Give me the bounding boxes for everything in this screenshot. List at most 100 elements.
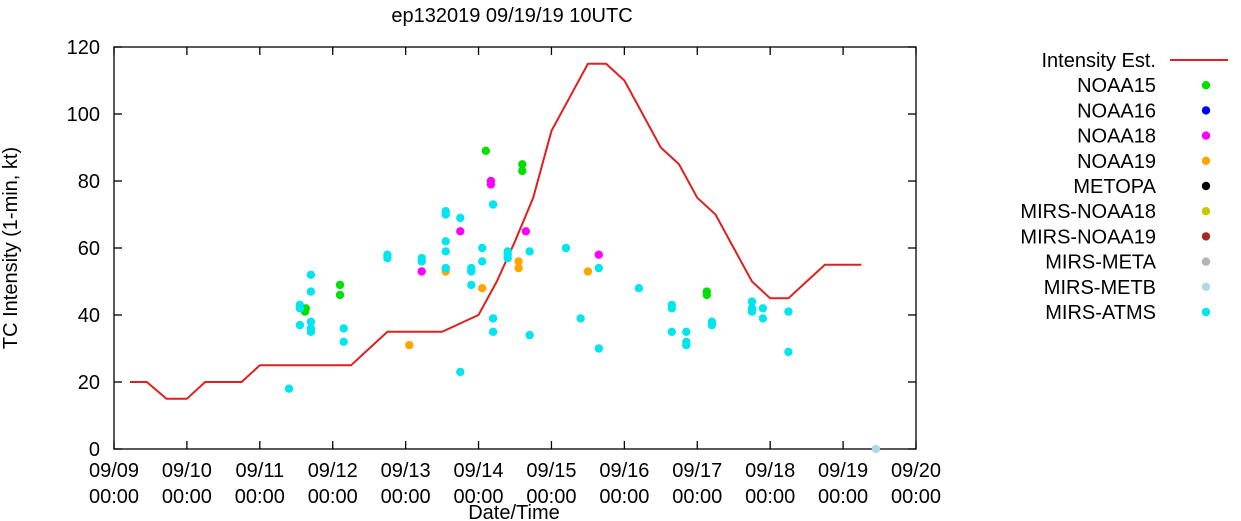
legend-swatch-mirs-noaa18 bbox=[1201, 207, 1211, 216]
mirs-atms-point bbox=[576, 314, 585, 323]
mirs-atms-point bbox=[383, 253, 392, 263]
noaa19-point bbox=[583, 267, 593, 276]
x-tick-time: 00:00 bbox=[818, 486, 868, 508]
mirs-atms-point bbox=[456, 367, 465, 377]
y-tick-label: 40 bbox=[78, 305, 100, 327]
x-tick-date: 09/13 bbox=[381, 460, 431, 482]
mirs-atms-point bbox=[682, 340, 691, 350]
mirs-atms-point bbox=[441, 237, 450, 246]
legend-label-noaa19: NOAA19 bbox=[1077, 151, 1156, 173]
mirs-atms-point bbox=[707, 320, 717, 330]
mirs-atms-point bbox=[478, 243, 487, 253]
x-tick-time: 00:00 bbox=[891, 486, 941, 508]
legend-swatch-mirs-noaa19 bbox=[1201, 232, 1211, 241]
noaa18-point bbox=[456, 227, 465, 236]
mirs-atms-point bbox=[594, 263, 603, 273]
intensity-line-layer bbox=[130, 62, 862, 400]
mirs-atms-point bbox=[467, 280, 476, 290]
point-layer bbox=[284, 146, 881, 454]
mirs-atms-point bbox=[488, 200, 498, 209]
mirs-atms-point bbox=[284, 384, 294, 393]
x-tick-time: 00:00 bbox=[745, 486, 795, 508]
x-tick-date: 09/16 bbox=[599, 460, 649, 482]
x-tick-date: 09/12 bbox=[308, 460, 358, 482]
mirs-atms-point bbox=[594, 344, 603, 353]
mirs-atms-point bbox=[488, 314, 498, 323]
noaa19-point bbox=[514, 257, 523, 266]
legend-label-mirs-noaa19: MIRS-NOAA19 bbox=[1020, 226, 1156, 248]
x-tick-time: 00:00 bbox=[162, 486, 212, 508]
mirs-atms-point bbox=[634, 284, 644, 293]
mirs-atms-point bbox=[295, 320, 305, 330]
x-tick-date: 09/09 bbox=[89, 460, 139, 482]
noaa15-point bbox=[481, 146, 490, 155]
legend-label-noaa16: NOAA16 bbox=[1077, 100, 1156, 122]
y-tick-label: 120 bbox=[67, 37, 100, 59]
plot-frame bbox=[113, 46, 917, 450]
noaa15-point bbox=[702, 290, 711, 300]
legend-label-noaa18: NOAA18 bbox=[1077, 126, 1156, 148]
noaa18-point bbox=[486, 180, 496, 189]
x-tick-time: 00:00 bbox=[308, 486, 358, 508]
legend-label-noaa15: NOAA15 bbox=[1077, 75, 1156, 97]
mirs-atms-point bbox=[758, 314, 768, 323]
legend-swatch-noaa15 bbox=[1201, 81, 1211, 90]
noaa19-point bbox=[405, 340, 414, 350]
mirs-atms-point bbox=[467, 267, 476, 276]
x-tick-date: 09/17 bbox=[672, 460, 722, 482]
mirs-atms-point bbox=[456, 213, 465, 223]
legend-swatch-noaa18 bbox=[1201, 131, 1211, 140]
legend-swatch-mirs-metb bbox=[1201, 282, 1211, 291]
mirs-atms-point bbox=[441, 210, 450, 219]
legend-swatch-noaa19 bbox=[1201, 156, 1211, 165]
x-tick-time: 00:00 bbox=[672, 486, 722, 508]
legend-swatch-mirs-meta bbox=[1201, 257, 1211, 266]
mirs-atms-point bbox=[747, 307, 757, 316]
noaa18-point bbox=[521, 227, 531, 236]
legend-label-intensity: Intensity Est. bbox=[1042, 50, 1157, 72]
noaa18-point bbox=[417, 267, 426, 276]
mirs-atms-point bbox=[441, 263, 450, 273]
x-tick-time: 00:00 bbox=[381, 486, 431, 508]
y-tick-label: 20 bbox=[78, 372, 100, 394]
mirs-atms-point bbox=[306, 287, 316, 296]
y-tick-label: 100 bbox=[67, 104, 100, 126]
x-tick-date: 09/15 bbox=[526, 460, 576, 482]
mirs-atms-point bbox=[682, 327, 691, 336]
mirs-atms-point bbox=[747, 297, 757, 306]
mirs-atms-point bbox=[667, 327, 676, 336]
x-tick-time: 00:00 bbox=[89, 486, 139, 508]
legend-label-mirs-noaa18: MIRS-NOAA18 bbox=[1020, 201, 1156, 223]
mirs-atms-point bbox=[561, 243, 571, 253]
legend-label-metopa: METOPA bbox=[1073, 176, 1156, 198]
mirs-atms-point bbox=[478, 257, 487, 266]
noaa18-point bbox=[594, 250, 603, 259]
mirs-atms-point bbox=[295, 304, 305, 313]
x-tick-date: 09/20 bbox=[891, 460, 941, 482]
x-axis-label: Date/Time bbox=[468, 502, 560, 521]
mirs-atms-point bbox=[306, 270, 316, 279]
mirs-atms-point bbox=[417, 257, 426, 266]
legend-label-mirs-atms: MIRS-ATMS bbox=[1045, 302, 1156, 324]
noaa19-point bbox=[478, 284, 487, 293]
x-tick-date: 09/18 bbox=[745, 460, 795, 482]
mirs-atms-point bbox=[503, 253, 512, 263]
x-tick-time: 00:00 bbox=[599, 486, 649, 508]
mirs-atms-point bbox=[525, 330, 534, 340]
intensity-estimate-line bbox=[130, 62, 862, 400]
noaa19-point bbox=[514, 263, 523, 273]
y-tick-label: 60 bbox=[78, 238, 100, 260]
legend-swatch-metopa bbox=[1201, 181, 1211, 191]
x-tick-date: 09/14 bbox=[454, 460, 504, 482]
mirs-atms-point bbox=[667, 304, 676, 313]
legend-swatch-noaa16 bbox=[1201, 106, 1211, 115]
x-tick-date: 09/10 bbox=[162, 460, 212, 482]
mirs-atms-point bbox=[441, 247, 450, 256]
legend-swatch-mirs-atms bbox=[1201, 307, 1211, 317]
y-tick-label: 0 bbox=[89, 439, 100, 461]
mirs-atms-point bbox=[488, 327, 498, 336]
noaa15-point bbox=[518, 160, 527, 169]
legend-label-mirs-meta: MIRS-META bbox=[1045, 252, 1156, 274]
mirs-metb-point bbox=[871, 444, 881, 454]
